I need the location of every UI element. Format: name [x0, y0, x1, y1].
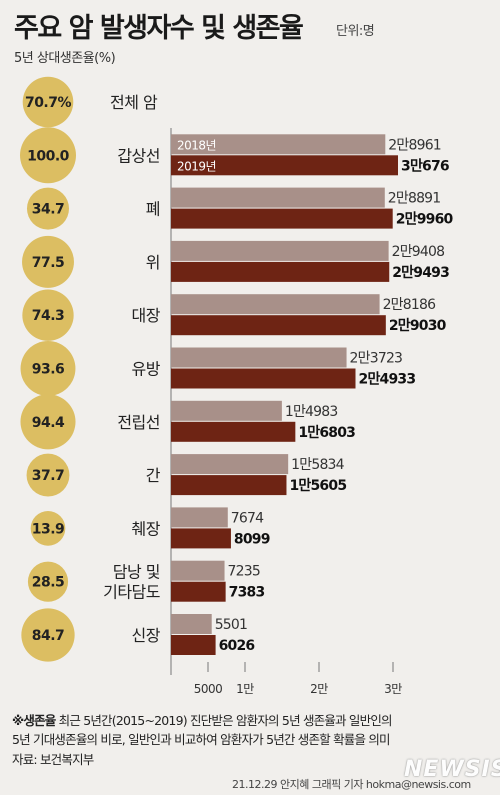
bar-value-1-10: 6026	[219, 638, 255, 654]
bar-value-1-8: 8099	[234, 531, 270, 547]
survival-rate-6: 94.4	[32, 415, 65, 431]
survival-bubble-8	[30, 511, 66, 546]
survival-rate-3: 77.5	[32, 255, 65, 271]
survival-bubble-1	[20, 127, 76, 184]
bar-value-1-3: 2만9493	[392, 265, 449, 281]
survival-bubble-9	[27, 561, 69, 602]
bar-value-1-1: 3만676	[401, 158, 449, 174]
bar-1-7	[171, 475, 287, 496]
footnote-text1: 최근 5년간(2015~2019) 진단받은 암환자의 5년 생존율과 일반인의	[55, 713, 393, 728]
bar-1-2	[171, 208, 393, 229]
x-tick-label-2: 2만	[310, 682, 328, 696]
newsis-logo: NEWSIS	[404, 757, 500, 782]
bar-0-1	[171, 134, 386, 155]
bar-value-1-2: 2만9960	[396, 212, 454, 228]
x-tick-label-1: 1만	[236, 682, 254, 696]
bar-1-4	[171, 315, 386, 336]
category-label-5: 유방	[132, 360, 161, 379]
bar-0-9	[171, 560, 225, 581]
category-label-6: 전립선	[117, 413, 160, 432]
survival-bubble-0	[22, 76, 74, 128]
bar-0-10	[171, 614, 212, 634]
category-label-3: 위	[146, 253, 160, 272]
bar-1-3	[171, 261, 390, 282]
page-title: 주요 암 발생자수 및 생존율	[14, 13, 304, 44]
survival-rate-1: 100.0	[27, 148, 70, 164]
survival-rate-4: 74.3	[32, 308, 65, 324]
bar-0-6	[171, 400, 282, 421]
category-label-9-0: 담낭 및	[113, 563, 160, 582]
bar-0-8	[171, 507, 228, 528]
bar-0-5	[171, 347, 347, 368]
x-tick-label-0: 5000	[194, 682, 223, 696]
bar-1-5	[171, 368, 356, 389]
footnote-line2: 5년 기대생존율의 비로, 일반인과 비교하여 암환자가 5년간 생존할 확률을…	[12, 732, 391, 747]
category-label-1: 갑상선	[117, 146, 160, 165]
x-tick-label-3: 3만	[384, 682, 402, 696]
footnote-bold: ※생존율	[12, 713, 56, 728]
bar-value-0-8: 7674	[231, 510, 264, 526]
credit-line: 21.12.29 안지혜 그래픽 기자 hokma@newsis.com	[232, 778, 471, 791]
bar-value-1-9: 7383	[229, 585, 265, 601]
category-label-0: 전체 암	[110, 93, 158, 112]
survival-rate-2: 34.7	[32, 202, 65, 218]
bar-0-3	[171, 240, 389, 261]
survival-bubble-4	[22, 289, 74, 341]
survival-rate-0: 70.7%	[25, 95, 72, 111]
bar-0-4	[171, 294, 380, 315]
bar-value-0-7: 1만5834	[291, 457, 345, 473]
survival-bubble-10	[21, 608, 75, 662]
category-label-2: 폐	[146, 200, 160, 219]
legend-0: 2018년	[177, 138, 216, 152]
bar-value-0-6: 1만4983	[285, 404, 338, 420]
legend-1: 2019년	[177, 159, 216, 173]
survival-rate-10: 84.7	[32, 628, 65, 644]
bar-value-0-5: 2만3723	[350, 351, 403, 367]
category-label-10: 신장	[132, 626, 161, 645]
unit-label: 단위:명	[336, 24, 375, 39]
bar-value-1-5: 2만4933	[359, 372, 416, 388]
survival-bubble-6	[20, 394, 76, 450]
category-label-8: 췌장	[132, 519, 161, 538]
survival-rate-label: 5년 상대생존율(%)	[14, 51, 116, 66]
bar-0-2	[171, 187, 385, 208]
survival-bubble-2	[26, 187, 70, 230]
survival-bubble-3	[22, 235, 74, 288]
survival-rate-5: 93.6	[32, 362, 65, 378]
category-label-4: 대장	[132, 306, 161, 325]
footnote-line1: ※생존율 최근 5년간(2015~2019) 진단받은 암환자의 5년 생존율과…	[12, 710, 393, 729]
bar-value-0-1: 2만8961	[388, 137, 441, 153]
bar-1-10	[171, 635, 216, 655]
bar-value-0-9: 7235	[228, 564, 260, 580]
survival-rate-9: 28.5	[32, 575, 65, 591]
category-label-9-1: 기타담도	[103, 583, 160, 602]
bar-1-6	[171, 421, 296, 442]
survival-rate-7: 37.7	[32, 468, 65, 484]
survival-bubble-7	[26, 453, 70, 497]
bar-1-1	[171, 155, 398, 176]
bar-value-0-2: 2만8891	[388, 191, 441, 207]
bar-value-0-10: 5501	[215, 617, 247, 633]
survival-rate-8: 13.9	[32, 521, 65, 537]
bar-0-7	[171, 454, 289, 475]
survival-bubble-5	[20, 341, 76, 396]
bar-value-0-3: 2만9408	[392, 244, 445, 260]
bar-1-8	[171, 528, 231, 549]
source-note: 자료: 보건복지부	[12, 752, 94, 767]
bar-value-1-4: 2만9030	[389, 318, 447, 334]
category-label-7: 간	[146, 466, 161, 485]
bar-value-1-7: 1만5605	[289, 478, 346, 494]
bar-1-9	[171, 581, 226, 602]
bar-value-0-4: 2만8186	[383, 297, 437, 313]
bar-value-1-6: 1만6803	[298, 425, 355, 441]
